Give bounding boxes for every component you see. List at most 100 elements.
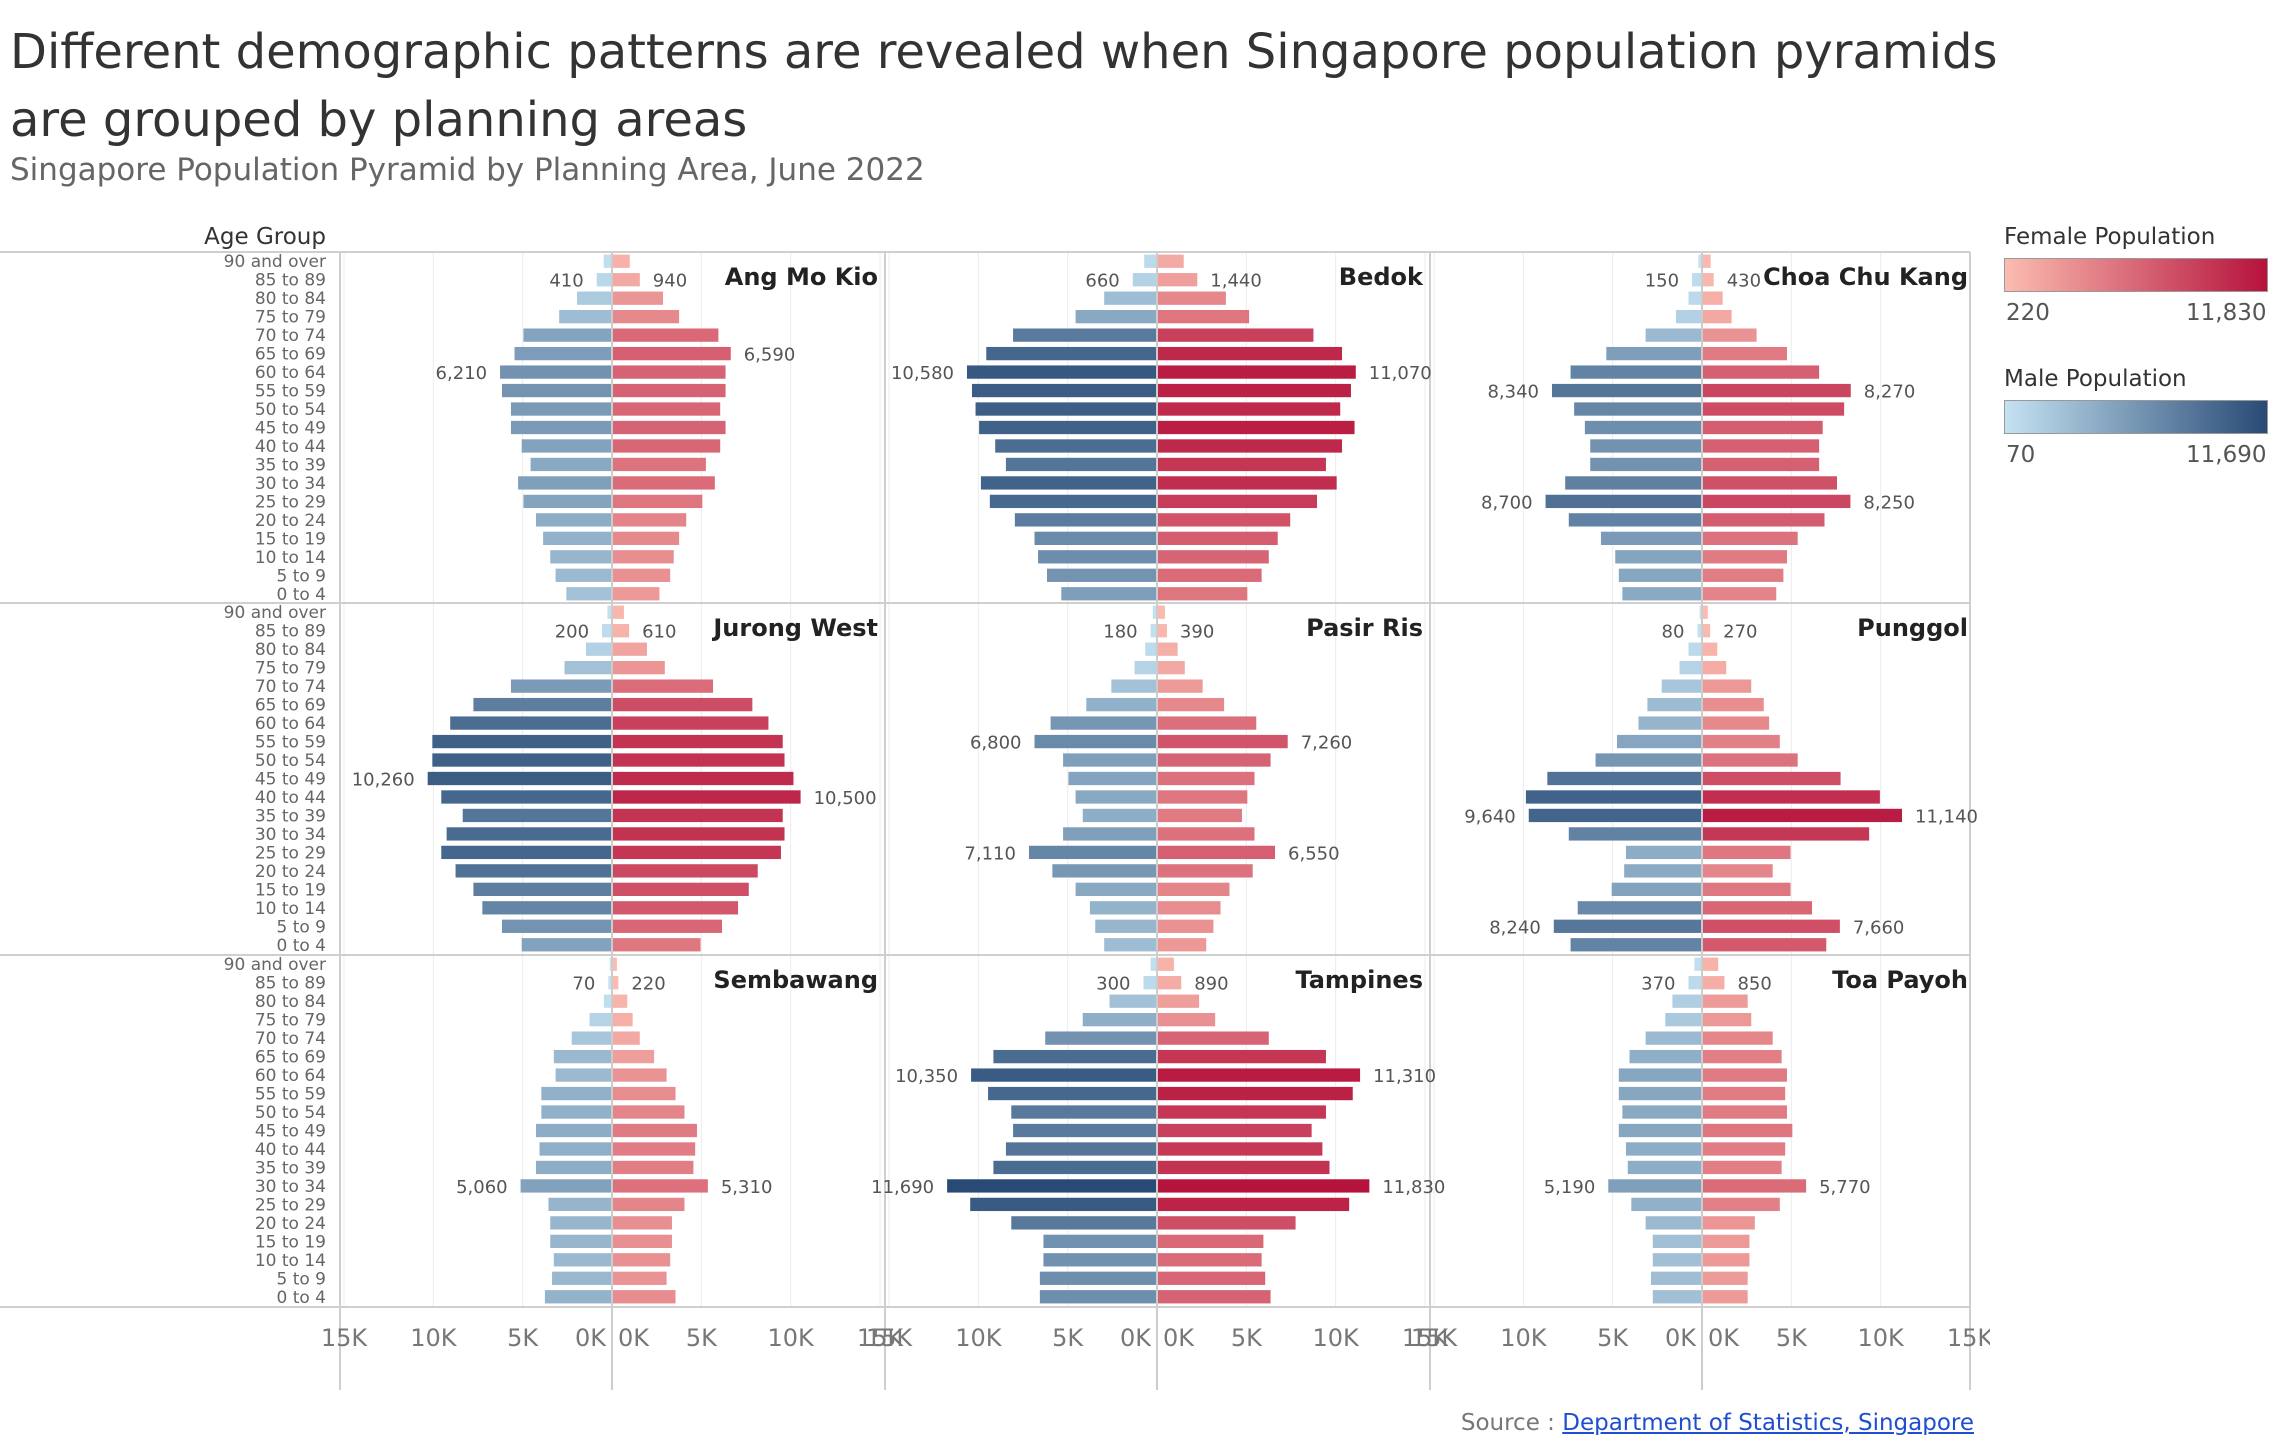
female-bar	[1158, 1142, 1323, 1156]
male-bar	[427, 771, 611, 786]
male-bar	[432, 753, 611, 767]
female-bar	[1703, 605, 1708, 619]
age-group-label: 10 to 14	[255, 1251, 326, 1271]
male-bar	[510, 420, 611, 435]
female-bar	[1703, 365, 1820, 379]
male-bar	[1068, 771, 1156, 786]
female-bar	[1158, 642, 1178, 656]
age-group-label: 20 to 24	[255, 511, 326, 531]
male-bar	[608, 976, 611, 990]
female-bar	[1158, 938, 1207, 952]
female-legend-gradient	[2004, 258, 2268, 292]
male-bar	[1697, 624, 1701, 638]
male-value-label: 70	[572, 974, 595, 995]
female-bar	[613, 365, 726, 379]
female-bar	[1703, 734, 1780, 749]
male-bar	[589, 1013, 611, 1027]
female-bar	[613, 882, 749, 896]
male-bar	[1553, 919, 1701, 933]
x-tick-label: 5K	[1776, 1324, 1808, 1352]
female-bar	[1703, 1290, 1748, 1304]
male-bar	[602, 624, 611, 638]
source-prefix: Source :	[1460, 1410, 1555, 1436]
female-bar	[1703, 1013, 1752, 1027]
male-bar	[1011, 1105, 1156, 1119]
female-bar	[1158, 1049, 1326, 1064]
source-link[interactable]: Department of Statistics, Singapore	[1562, 1410, 1974, 1436]
female-bar	[1158, 919, 1214, 933]
male-bar	[502, 919, 611, 933]
male-bar	[603, 994, 611, 1008]
female-bar	[1158, 1271, 1266, 1285]
male-bar	[1590, 439, 1701, 453]
male-value-label: 300	[1096, 974, 1130, 995]
x-tick-label: 5K	[1231, 1324, 1263, 1352]
male-bar	[1608, 1179, 1701, 1193]
male-value-label: 8,240	[1489, 917, 1541, 938]
male-value-label: 180	[1103, 622, 1137, 643]
male-bar	[1618, 1086, 1701, 1101]
age-group-label: 85 to 89	[255, 974, 326, 994]
male-bar	[1061, 587, 1156, 601]
male-bar	[1095, 919, 1156, 933]
female-bar	[1703, 439, 1820, 453]
female-bar	[1703, 310, 1732, 324]
x-tick-label: 5K	[686, 1324, 718, 1352]
female-bar	[613, 457, 706, 472]
female-bar	[613, 661, 665, 675]
male-bar	[1679, 661, 1701, 675]
male-bar	[539, 1142, 611, 1156]
female-bar	[613, 1271, 667, 1285]
female-bar	[613, 587, 660, 601]
male-bar	[1028, 845, 1156, 860]
male-bar	[1574, 402, 1701, 416]
female-bar	[1703, 753, 1798, 767]
female-value-label: 610	[642, 622, 676, 643]
male-bar	[1577, 901, 1701, 915]
male-bar	[1595, 753, 1701, 767]
male-bar	[1645, 1216, 1701, 1230]
age-group-label: 65 to 69	[255, 696, 326, 716]
female-bar	[1158, 976, 1182, 990]
male-bar	[1134, 661, 1156, 675]
panel-title: Choa Chu Kang	[1763, 263, 1968, 291]
male-bar	[553, 1049, 611, 1064]
female-bar	[1703, 864, 1773, 878]
male-value-label: 410	[549, 271, 583, 292]
age-group-label: 75 to 79	[255, 659, 326, 679]
male-bar	[518, 476, 611, 490]
female-bar	[1703, 1068, 1787, 1082]
male-value-label: 5,190	[1544, 1177, 1596, 1198]
female-bar	[1158, 882, 1230, 896]
male-bar	[1143, 976, 1156, 990]
male-bar	[1672, 994, 1701, 1008]
male-bar	[1011, 1216, 1156, 1230]
male-bar	[1565, 476, 1701, 490]
male-bar	[1528, 808, 1701, 823]
x-tick-label: 15K	[866, 1324, 914, 1352]
male-bar	[535, 513, 611, 527]
age-group-label: 90 and over	[224, 603, 326, 623]
female-bar	[613, 1031, 640, 1045]
age-group-label: 20 to 24	[255, 862, 326, 882]
female-bar	[1158, 1105, 1326, 1119]
female-bar	[1158, 365, 1356, 379]
male-bar	[1675, 310, 1701, 324]
female-bar	[613, 254, 630, 268]
female-bar	[1158, 513, 1291, 527]
age-group-label: 5 to 9	[276, 1269, 326, 1289]
male-bar	[1045, 1031, 1156, 1045]
female-bar	[613, 957, 617, 971]
female-bar	[613, 1179, 708, 1193]
age-group-label: 60 to 64	[255, 1066, 326, 1086]
male-value-label: 10,580	[891, 363, 954, 384]
female-bar	[613, 494, 703, 509]
female-bar	[1703, 531, 1798, 545]
age-group-label: 65 to 69	[255, 1048, 326, 1068]
age-group-label: 75 to 79	[255, 1011, 326, 1031]
female-bar	[1703, 568, 1784, 582]
age-group-axis-title: Age Group	[204, 224, 326, 250]
male-bar	[446, 827, 611, 841]
female-bar	[1703, 513, 1825, 527]
